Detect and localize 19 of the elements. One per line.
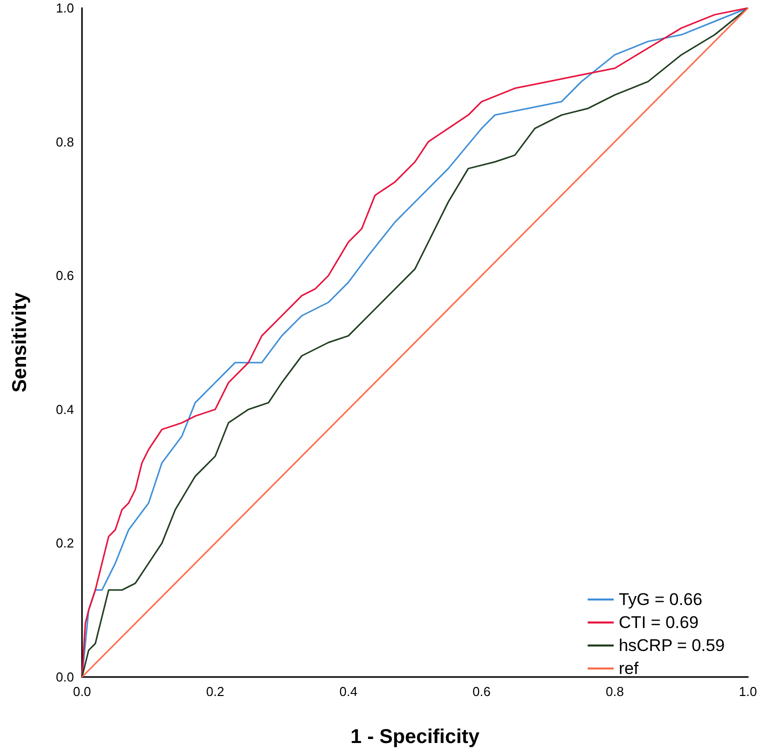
x-tick-label: 0.6: [472, 684, 491, 699]
x-tick-label: 1.0: [738, 684, 758, 699]
legend-label: ref: [618, 659, 639, 678]
y-tick-label: 0.0: [56, 670, 74, 684]
x-axis-title: 1 - Specificity: [350, 726, 480, 748]
legend-label: TyG = 0.66: [618, 590, 702, 609]
y-tick-label: 0.8: [56, 134, 74, 150]
legend-label: CTI = 0.69: [618, 613, 699, 632]
y-tick-label: 0.4: [56, 402, 74, 417]
x-tick-label: 0.0: [72, 684, 92, 699]
y-axis-title: Sensitivity: [9, 292, 31, 393]
line-series: [81, 7, 749, 678]
y-tick-label: 1.0: [56, 0, 74, 16]
y-tick-label: 0.2: [56, 536, 74, 551]
y-tick-label: 0.6: [56, 268, 74, 284]
legend-label: hsCRP = 0.59: [618, 636, 725, 655]
x-tick-label: 0.8: [606, 684, 624, 699]
x-tick-label: 0.4: [339, 684, 358, 699]
x-tick-label: 0.2: [206, 684, 224, 699]
